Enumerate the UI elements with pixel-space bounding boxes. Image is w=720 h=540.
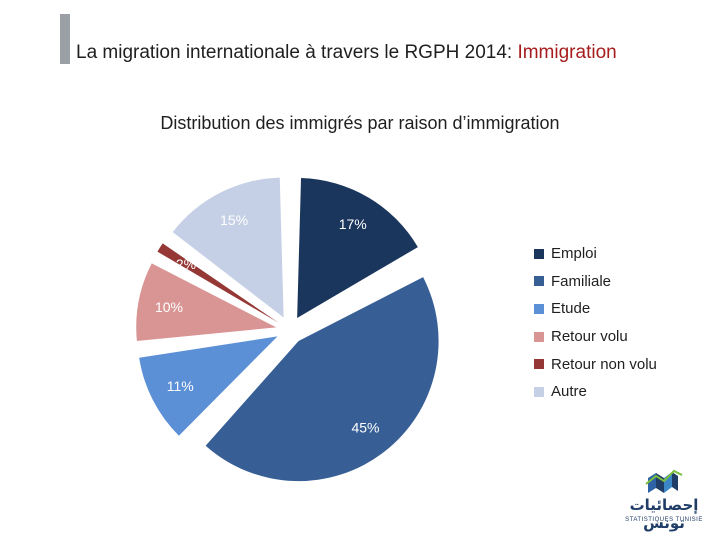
- legend-item-emploi: Emploi: [534, 240, 657, 268]
- legend-swatch: [534, 331, 544, 342]
- pie-slice-emploi: [297, 178, 418, 318]
- statistiques-tunisie-logo: إحصائيات تونس STATISTIQUES TUNISIE: [618, 466, 710, 532]
- legend-item-retour-non-volu: Retour non volu: [534, 350, 657, 378]
- slide-title: La migration internationale à travers le…: [76, 42, 617, 64]
- legend-label: Autre: [551, 383, 587, 401]
- legend-label: Familiale: [551, 272, 612, 290]
- legend-label: Emploi: [551, 245, 597, 263]
- pie-slice-retour-non-volu: [157, 243, 279, 323]
- data-label-emploi: 17%: [339, 216, 367, 232]
- pie-slice-retour-volu: [136, 263, 277, 342]
- chart-title: Distribution des immigrés par raison d’i…: [160, 113, 560, 133]
- data-label-autre: 15%: [220, 212, 248, 228]
- data-label-retour-volu: 10%: [155, 299, 183, 315]
- pie-slice-autre: [172, 177, 284, 318]
- legend-item-retour-volu: Retour volu: [534, 323, 657, 351]
- title-accent-bar: [60, 14, 70, 64]
- chart-logo-icon: [645, 469, 683, 493]
- legend-swatch: [534, 386, 544, 397]
- data-label-retour-non-volu: 2%: [176, 256, 196, 272]
- pie-slice-familiale: [205, 277, 439, 482]
- legend-swatch: [534, 359, 544, 370]
- legend-item-etude: Etude: [534, 295, 657, 323]
- slide-title-accent: Immigration: [517, 42, 617, 63]
- legend-swatch: [534, 303, 544, 314]
- legend-item-familiale: Familiale: [534, 268, 657, 296]
- legend-label: Retour volu: [551, 328, 628, 346]
- legend-item-autre: Autre: [534, 378, 657, 406]
- slide-title-main: La migration internationale à travers le…: [76, 42, 518, 63]
- data-label-familiale: 45%: [351, 419, 379, 435]
- pie-slice-etude: [139, 336, 278, 436]
- legend-swatch: [534, 276, 544, 287]
- logo-arabic-text: إحصائيات تونس: [629, 496, 699, 532]
- logo-french-text: STATISTIQUES TUNISIE: [625, 517, 703, 523]
- data-label-etude: 11%: [167, 378, 194, 394]
- chart-legend: Emploi Familiale Etude Retour volu Retour no…: [534, 240, 657, 406]
- legend-swatch: [534, 248, 544, 259]
- legend-label: Etude: [551, 300, 591, 318]
- legend-label: Retour non volu: [551, 355, 657, 373]
